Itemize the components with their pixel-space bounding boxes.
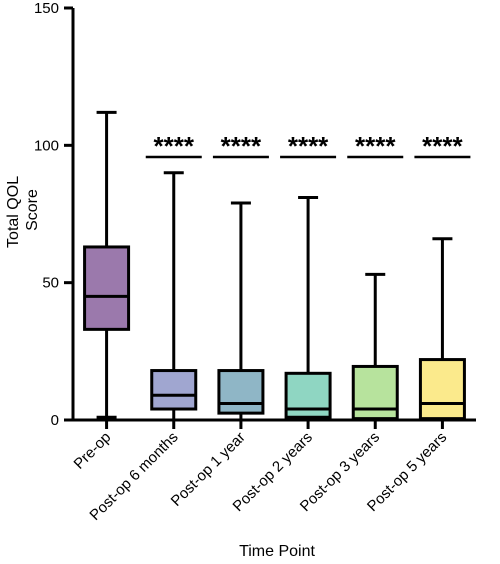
box-5 bbox=[351, 272, 399, 422]
significance-marker: **** bbox=[414, 131, 471, 161]
iqr-box bbox=[284, 371, 332, 419]
y-tick-label: 50 bbox=[42, 275, 59, 292]
significance-marker: **** bbox=[145, 131, 202, 161]
box-2 bbox=[150, 171, 198, 422]
box-1 bbox=[83, 110, 131, 419]
significance-label: **** bbox=[154, 131, 195, 161]
x-axis-title: Time Point bbox=[239, 543, 315, 560]
iqr-box bbox=[418, 358, 466, 421]
iqr-box bbox=[150, 369, 198, 411]
x-tick-label: Pre-op bbox=[71, 429, 115, 473]
significance-marker: **** bbox=[347, 131, 404, 161]
y-tick-label: 100 bbox=[34, 137, 59, 154]
significance-label: **** bbox=[221, 131, 262, 161]
y-axis-title-line-2: Score bbox=[24, 189, 41, 231]
significance-label: **** bbox=[288, 131, 329, 161]
iqr-box bbox=[83, 245, 131, 331]
iqr-box bbox=[217, 369, 265, 415]
iqr-box bbox=[351, 364, 399, 421]
significance-label: **** bbox=[355, 131, 396, 161]
y-axis-title: Total QOL Score bbox=[5, 172, 41, 248]
box-4 bbox=[284, 196, 332, 422]
significance-label: **** bbox=[422, 131, 463, 161]
y-tick-label: 0 bbox=[51, 412, 59, 429]
y-tick-label: 150 bbox=[34, 0, 59, 17]
axes bbox=[71, 8, 476, 422]
significance-marker: **** bbox=[280, 131, 337, 161]
box-6 bbox=[418, 237, 466, 422]
significance-marker: **** bbox=[212, 131, 269, 161]
y-axis-title-line-1: Total QOL bbox=[5, 176, 22, 248]
box-3 bbox=[217, 201, 265, 422]
